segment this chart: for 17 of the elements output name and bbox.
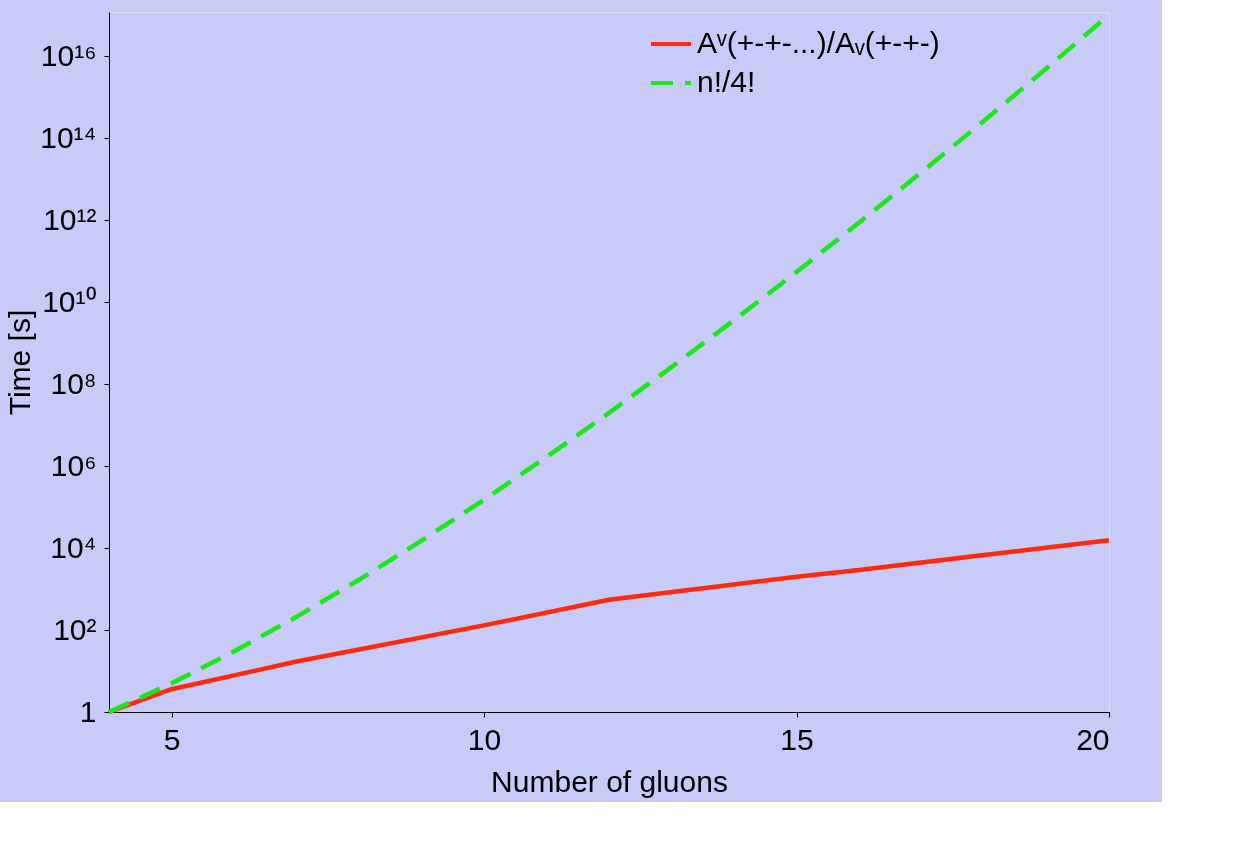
legend-label: Aᵛ(+-+-...)/Aᵥ(+-+-) <box>697 26 940 59</box>
y-tick-label: 10¹² <box>43 202 97 236</box>
y-tick-label: 10⁶ <box>50 448 97 482</box>
y-axis-title: Time [s] <box>3 309 37 416</box>
y-tick-label: 1 <box>79 694 97 728</box>
x-axis-title: Number of gluons <box>491 764 728 798</box>
y-tick-label: 10¹⁶ <box>40 38 97 72</box>
x-tick-label: 20 <box>1076 722 1110 756</box>
x-tick-label: 10 <box>467 722 502 756</box>
y-tick-label: 10¹⁰ <box>42 284 97 318</box>
y-tick-label: 10⁸ <box>50 366 97 400</box>
y-tick-label: 10⁴ <box>50 530 97 564</box>
x-tick-label: 5 <box>163 722 181 756</box>
legend-label: n!/4! <box>697 65 756 98</box>
y-tick-label: 10¹⁴ <box>40 120 97 154</box>
x-tick-label: 15 <box>780 722 814 756</box>
y-tick-label: 10² <box>53 612 97 646</box>
